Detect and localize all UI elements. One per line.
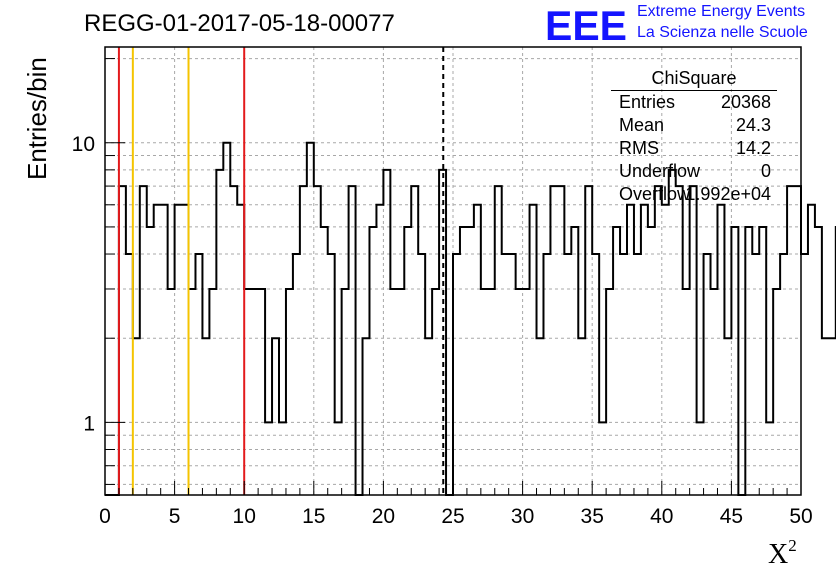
stats-title: ChiSquare bbox=[611, 66, 777, 91]
eee-logo: EEE bbox=[545, 4, 627, 46]
stats-value: 1.992e+04 bbox=[685, 184, 771, 204]
x-tick-label: 25 bbox=[441, 505, 464, 528]
y-axis-label: Entries/bin bbox=[22, 57, 52, 180]
stats-key: Underflow bbox=[619, 161, 701, 181]
x-tick-label: 30 bbox=[511, 505, 534, 528]
stats-key: RMS bbox=[619, 138, 659, 158]
stats-value: 14.2 bbox=[735, 138, 771, 158]
y-tick-label: 1 bbox=[83, 412, 95, 435]
x-tick-label: 10 bbox=[233, 505, 256, 528]
x-axis-label: X2 bbox=[768, 536, 797, 571]
brand-line-2: La Scienza nelle Scuole bbox=[637, 24, 808, 41]
logo-text: EEE bbox=[545, 4, 627, 46]
stats-row-underflow: Underflow 0 bbox=[611, 160, 777, 183]
y-tick-label: 10 bbox=[72, 133, 95, 156]
run-title: REGG-01-2017-05-18-00077 bbox=[84, 10, 395, 37]
x-tick-label: 40 bbox=[650, 505, 673, 528]
stats-key: Mean bbox=[619, 115, 665, 135]
x-axis-label-superscript: 2 bbox=[788, 536, 797, 555]
x-tick-label: 50 bbox=[789, 505, 812, 528]
stats-value: 20368 bbox=[720, 92, 771, 112]
x-tick-label: 45 bbox=[720, 505, 743, 528]
x-tick-label: 0 bbox=[99, 505, 111, 528]
stats-key: Overflow bbox=[619, 184, 691, 204]
stats-value: 0 bbox=[760, 161, 771, 181]
x-tick-label: 5 bbox=[169, 505, 181, 528]
x-axis-label-base: X bbox=[768, 539, 789, 570]
brand-line-1: Extreme Energy Events bbox=[637, 3, 806, 20]
tick-labels: 0 5 10 15 20 25 30 35 40 45 50 1 10 bbox=[72, 133, 813, 528]
x-tick-label: 15 bbox=[302, 505, 325, 528]
stats-row-mean: Mean 24.3 bbox=[611, 114, 777, 137]
stats-key: Entries bbox=[619, 92, 676, 112]
marker-lines bbox=[117, 47, 445, 495]
stats-box: ChiSquare Entries 20368 Mean 24.3 RMS 14… bbox=[611, 66, 777, 206]
stats-row-overflow: Overflow 1.992e+04 bbox=[611, 183, 777, 206]
x-tick-label: 20 bbox=[372, 505, 395, 528]
stats-value: 24.3 bbox=[735, 115, 771, 135]
x-tick-label: 35 bbox=[581, 505, 604, 528]
stats-row-entries: Entries 20368 bbox=[611, 91, 777, 114]
stats-row-rms: RMS 14.2 bbox=[611, 137, 777, 160]
axis-ticks bbox=[104, 58, 802, 495]
